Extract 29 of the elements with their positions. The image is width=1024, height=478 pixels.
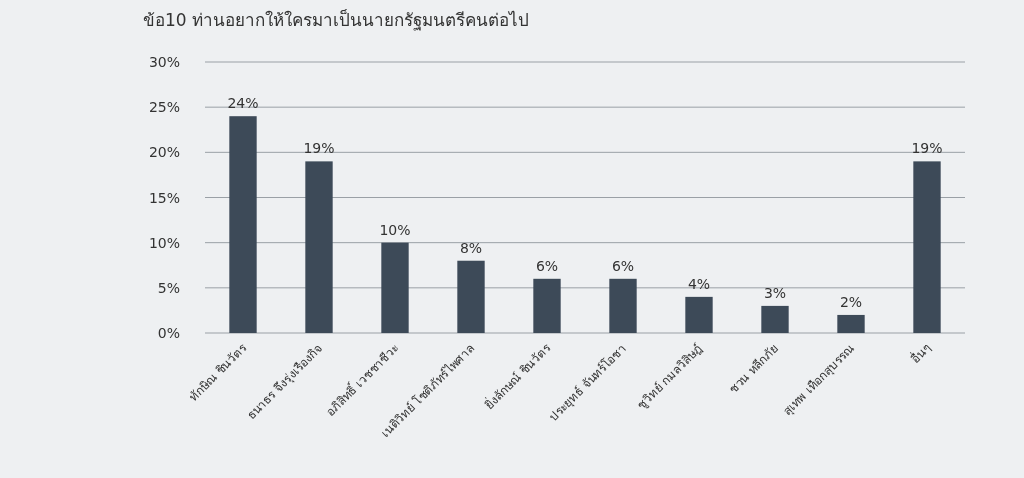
data-label: 2% xyxy=(839,293,863,310)
data-label: 10% xyxy=(379,221,411,238)
bar xyxy=(229,116,257,333)
y-tick-label: 25% xyxy=(148,99,180,116)
y-tick-label: 15% xyxy=(148,189,180,206)
bar xyxy=(457,260,485,333)
bar xyxy=(837,314,865,333)
y-tick-label: 20% xyxy=(148,144,180,161)
data-label: 8% xyxy=(459,239,483,256)
y-tick-label: 10% xyxy=(148,234,180,251)
bar xyxy=(761,305,789,333)
bar xyxy=(685,296,713,333)
data-label: 6% xyxy=(535,257,559,274)
bar xyxy=(609,278,637,333)
data-label: 19% xyxy=(911,140,943,157)
bar xyxy=(305,161,333,333)
chart-title: ข้อ10 ท่านอยากให้ใครมาเป็นนายกรัฐมนตรีคนต่อไป xyxy=(143,9,530,31)
y-tick-label: 5% xyxy=(157,279,180,296)
data-label: 19% xyxy=(303,140,335,157)
data-label: 4% xyxy=(687,275,711,292)
data-label: 3% xyxy=(763,284,787,301)
y-tick-label: 0% xyxy=(157,325,180,341)
bar xyxy=(533,278,561,333)
x-tick-label: อื่นๆ xyxy=(906,339,934,366)
y-tick-label: 30% xyxy=(148,54,180,70)
bar xyxy=(913,161,941,333)
data-label: 6% xyxy=(611,257,635,274)
data-label: 24% xyxy=(227,95,259,112)
bar xyxy=(381,242,409,333)
